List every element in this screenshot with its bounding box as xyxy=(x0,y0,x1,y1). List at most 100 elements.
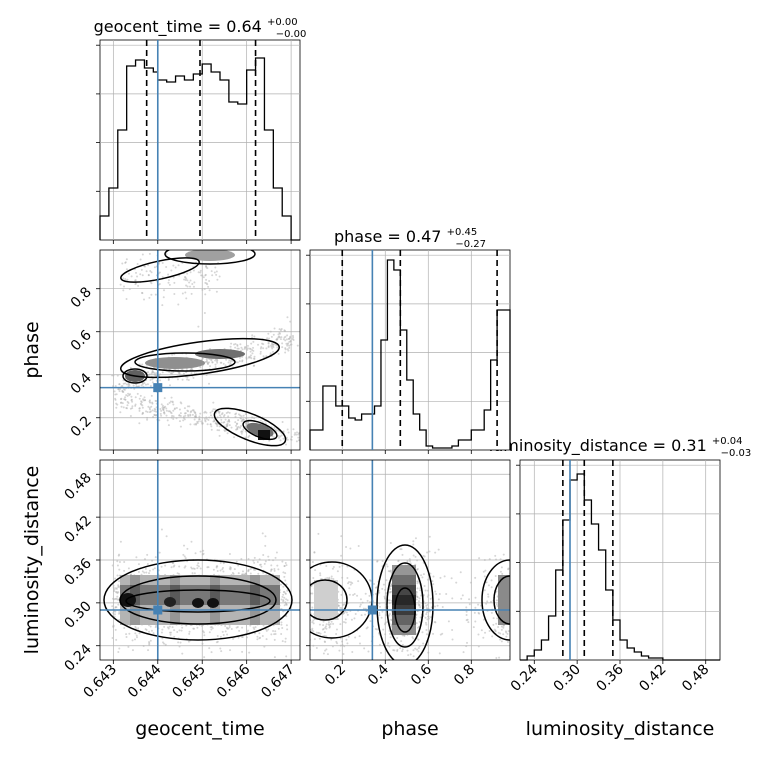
contour-line xyxy=(134,352,236,372)
sample-point xyxy=(224,364,227,367)
sample-point xyxy=(432,575,435,578)
sample-point xyxy=(263,645,266,648)
sample-point xyxy=(178,420,181,423)
density-cell xyxy=(250,595,260,605)
contour-line xyxy=(310,579,348,621)
density-cell xyxy=(230,575,240,585)
panel-2d-geocent_time-vs-phase xyxy=(96,249,301,454)
sample-point xyxy=(113,615,116,618)
sample-point xyxy=(346,642,349,645)
sample-point xyxy=(511,641,513,643)
sample-point xyxy=(315,631,318,634)
sample-point xyxy=(286,428,289,431)
sample-point xyxy=(202,630,205,633)
sample-point xyxy=(330,620,333,623)
sample-point xyxy=(216,569,219,572)
sample-point xyxy=(256,635,259,638)
sample-point xyxy=(227,662,229,664)
sample-point xyxy=(159,373,162,376)
sample-point xyxy=(210,425,213,428)
sample-point xyxy=(327,577,330,580)
sample-point xyxy=(134,404,137,407)
sample-point xyxy=(281,595,284,598)
sample-point xyxy=(253,556,256,559)
sample-point xyxy=(151,409,154,412)
sample-point xyxy=(312,644,315,647)
sample-point xyxy=(199,550,202,553)
sample-point xyxy=(239,343,242,346)
sample-point xyxy=(385,614,388,617)
sample-point xyxy=(144,567,147,570)
sample-point xyxy=(209,411,212,414)
sample-point xyxy=(282,599,285,602)
density-cell xyxy=(240,595,250,605)
sample-point xyxy=(143,558,146,561)
sample-point xyxy=(147,264,150,267)
sample-point xyxy=(178,414,181,417)
sample-point xyxy=(167,281,170,284)
title-phase: phase = 0.47 +0.45 −0.27 xyxy=(334,220,486,250)
sample-point xyxy=(170,396,173,399)
sample-point xyxy=(203,417,206,420)
sample-point xyxy=(429,597,432,600)
sample-point xyxy=(180,402,183,405)
sample-point xyxy=(238,629,241,632)
sample-point xyxy=(495,622,498,625)
sample-point xyxy=(235,424,238,427)
sample-point xyxy=(265,347,268,350)
sample-point xyxy=(351,582,354,585)
sample-point xyxy=(140,401,143,404)
sample-point xyxy=(385,563,388,566)
sample-point xyxy=(147,405,150,408)
sample-point xyxy=(161,276,164,279)
sample-point xyxy=(184,667,186,669)
sample-point xyxy=(115,606,118,609)
sample-point xyxy=(495,599,498,602)
sample-point xyxy=(382,628,385,631)
sample-point xyxy=(167,627,170,630)
sample-point xyxy=(136,263,139,266)
sample-point xyxy=(259,419,262,422)
sample-point xyxy=(194,412,197,415)
sample-point xyxy=(147,649,150,652)
y-tick-label-luminosity_distance: 0.36 xyxy=(61,555,94,588)
sample-point xyxy=(273,633,276,636)
sample-point xyxy=(130,399,133,402)
sample-point xyxy=(492,617,495,620)
sample-point xyxy=(467,621,470,624)
sample-point xyxy=(207,285,210,288)
sample-point xyxy=(281,420,284,423)
y-tick-label-luminosity_distance: 0.30 xyxy=(61,598,94,631)
sample-point xyxy=(219,569,222,572)
contour-line xyxy=(119,575,277,625)
sample-point xyxy=(115,406,118,409)
sample-point xyxy=(179,415,182,418)
sample-point xyxy=(145,410,148,413)
sample-point xyxy=(125,383,128,386)
sample-point xyxy=(272,333,275,336)
sample-point xyxy=(237,572,240,575)
sample-point xyxy=(501,572,504,575)
density-cell xyxy=(240,615,250,625)
sample-point xyxy=(290,343,293,346)
sample-point xyxy=(178,572,181,575)
sample-point xyxy=(280,328,283,331)
sample-point xyxy=(209,423,212,426)
sample-point xyxy=(307,631,309,633)
sample-point xyxy=(208,631,211,634)
sample-point xyxy=(111,374,114,377)
sample-point xyxy=(134,632,137,635)
sample-point xyxy=(163,289,166,292)
sample-point xyxy=(277,434,280,437)
sample-point xyxy=(515,629,517,631)
sample-point xyxy=(160,414,163,417)
sample-point xyxy=(414,555,417,558)
sample-point xyxy=(116,403,119,406)
sample-point xyxy=(465,610,468,613)
sample-point xyxy=(379,605,382,608)
sample-point xyxy=(406,560,409,563)
sample-point xyxy=(137,563,140,566)
sample-point xyxy=(422,642,425,645)
sample-point xyxy=(284,572,287,575)
sample-point xyxy=(233,568,236,571)
